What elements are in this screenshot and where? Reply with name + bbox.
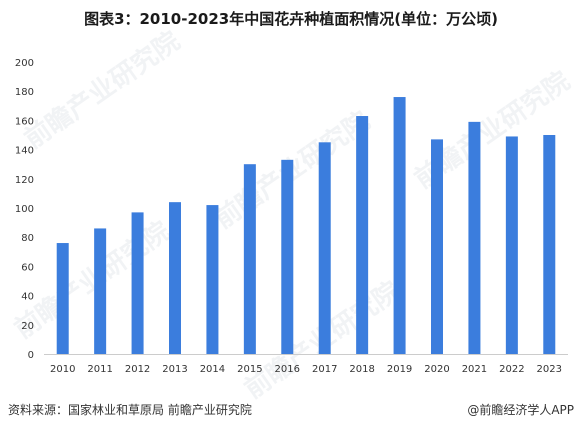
- y-tick-label: 160: [15, 116, 34, 127]
- x-tick-label: 2016: [275, 364, 300, 375]
- bars: [56, 97, 556, 355]
- x-tick-label: 2010: [50, 364, 75, 375]
- y-tick-label: 20: [21, 321, 34, 332]
- bar: [431, 139, 443, 354]
- bar: [131, 212, 144, 354]
- x-axis-tick-labels: 2010 2011 2012 2013 2014 2015 2016 2017 2018 2019…: [50, 364, 562, 375]
- bar: [281, 159, 294, 354]
- y-axis-tick-labels: 0 20 40 60 80 100 120 140 160 180 200: [15, 58, 34, 361]
- x-tick-label: 2020: [424, 364, 449, 375]
- x-tick-label: 2018: [349, 364, 374, 375]
- y-tick-label: 100: [15, 204, 34, 215]
- bar: [543, 135, 556, 354]
- x-tick-label: 2019: [387, 364, 412, 375]
- bar: [56, 243, 69, 354]
- x-tick-label: 2015: [237, 364, 262, 375]
- y-tick-label: 140: [15, 146, 34, 157]
- bar: [318, 142, 331, 354]
- x-tick-label: 2013: [162, 364, 187, 375]
- bar: [505, 136, 518, 354]
- bar: [468, 121, 481, 354]
- y-tick-label: 40: [21, 292, 34, 303]
- x-tick-label: 2014: [200, 364, 225, 375]
- bar: [94, 228, 107, 354]
- y-tick-label: 60: [21, 262, 34, 273]
- y-tick-label: 0: [28, 350, 34, 361]
- bar: [356, 116, 369, 355]
- x-tick-label: 2012: [125, 364, 150, 375]
- x-tick-label: 2011: [87, 364, 112, 375]
- chart-title: 图表3：2010-2023年中国花卉种植面积情况(单位：万公顷): [84, 10, 498, 28]
- x-tick-label: 2022: [499, 364, 524, 375]
- footer: 资料来源：国家林业和草原局 前瞻产业研究院 @前瞻经济学人APP: [0, 401, 582, 423]
- x-tick-label: 2023: [537, 364, 562, 375]
- bar: [243, 164, 256, 354]
- x-tick-label: 2017: [312, 364, 337, 375]
- bar: [169, 202, 181, 354]
- bar: [206, 205, 219, 354]
- bar: [393, 97, 406, 354]
- y-tick-label: 180: [15, 87, 34, 98]
- y-tick-label: 200: [15, 58, 34, 69]
- source-note: 资料来源：国家林业和草原局 前瞻产业研究院: [8, 403, 252, 417]
- y-tick-label: 80: [21, 233, 34, 244]
- y-tick-label: 120: [15, 175, 34, 186]
- brand-credit: @前瞻经济学人APP: [467, 403, 574, 417]
- x-tick-label: 2021: [462, 364, 487, 375]
